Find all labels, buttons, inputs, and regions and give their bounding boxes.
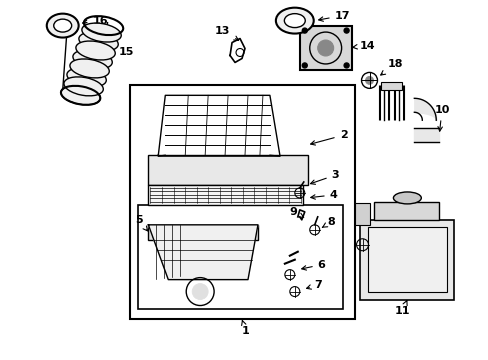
Polygon shape	[148, 225, 258, 280]
Ellipse shape	[393, 192, 421, 204]
Bar	[374, 202, 438, 220]
Circle shape	[317, 40, 333, 56]
Text: 1: 1	[241, 320, 249, 336]
Ellipse shape	[275, 8, 313, 33]
Bar	[299, 26, 351, 71]
Ellipse shape	[73, 50, 112, 69]
Bar	[148, 225, 258, 240]
Circle shape	[302, 63, 306, 68]
Text: 8: 8	[322, 217, 335, 228]
Text: 15: 15	[107, 48, 134, 58]
Ellipse shape	[284, 14, 305, 28]
Text: 13: 13	[215, 26, 238, 40]
Ellipse shape	[76, 41, 115, 60]
Text: 5: 5	[135, 215, 147, 231]
Text: 16: 16	[82, 15, 108, 26]
Bar	[148, 185, 302, 205]
Bar	[359, 220, 453, 300]
Text: 7: 7	[306, 280, 322, 289]
Text: 3: 3	[310, 170, 339, 184]
Ellipse shape	[64, 77, 103, 96]
Text: 4: 4	[310, 190, 337, 200]
Text: 6: 6	[301, 260, 325, 270]
Ellipse shape	[81, 23, 121, 42]
Ellipse shape	[70, 59, 109, 78]
Circle shape	[302, 28, 306, 33]
Ellipse shape	[47, 14, 79, 37]
Circle shape	[365, 76, 373, 84]
Text: 18: 18	[380, 59, 402, 75]
Bar	[354, 203, 369, 225]
Circle shape	[192, 284, 208, 300]
Text: 2: 2	[310, 130, 346, 145]
Bar	[130, 85, 354, 319]
Text: 11: 11	[394, 301, 409, 316]
Circle shape	[344, 63, 348, 68]
Circle shape	[344, 28, 348, 33]
Ellipse shape	[79, 32, 118, 51]
Bar	[381, 82, 402, 90]
Bar	[148, 155, 307, 185]
Bar	[152, 228, 253, 237]
Ellipse shape	[67, 68, 106, 87]
Text: 14: 14	[352, 41, 374, 50]
Bar	[138, 205, 342, 310]
Text: 17: 17	[318, 11, 349, 21]
Bar	[367, 227, 447, 292]
Ellipse shape	[54, 19, 72, 32]
Text: 12: 12	[373, 240, 394, 250]
Text: 9: 9	[289, 207, 303, 217]
Ellipse shape	[61, 86, 100, 105]
Text: 10: 10	[433, 105, 449, 131]
